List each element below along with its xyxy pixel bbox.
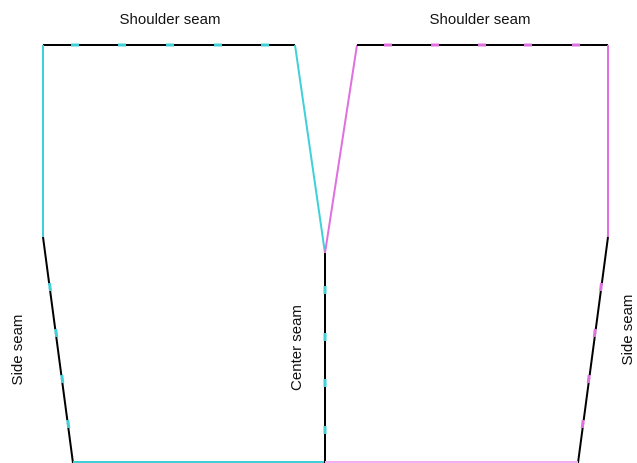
left-piece: [42, 43, 327, 463]
right-piece: [324, 43, 609, 463]
side-label: Side seam: [9, 315, 26, 386]
shoulder-label: Shoulder seam: [430, 11, 531, 28]
shoulder-label: Shoulder seam: [120, 11, 221, 28]
center-label: Center seam: [288, 305, 305, 391]
side-label: Side seam: [619, 295, 636, 366]
